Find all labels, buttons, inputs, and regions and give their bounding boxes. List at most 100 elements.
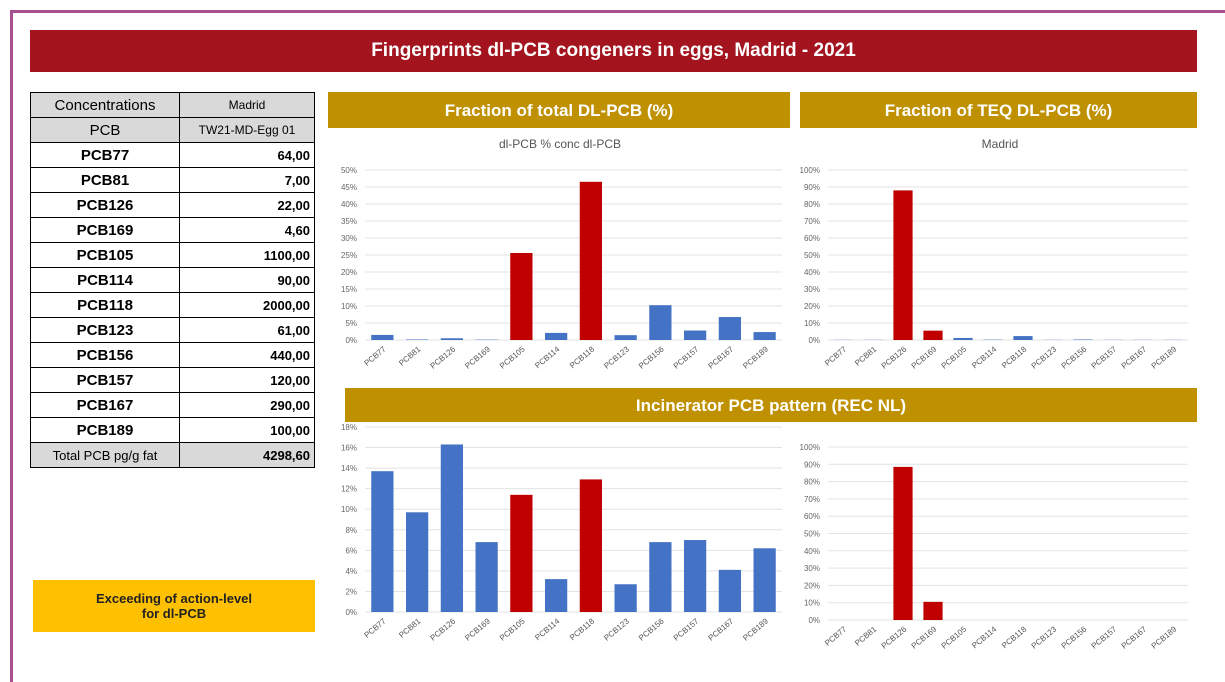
table-cell: PCB157 — [30, 367, 180, 393]
table-cell: Concentrations — [30, 92, 180, 118]
bar — [953, 337, 973, 340]
bar — [545, 332, 568, 340]
bar — [1073, 339, 1093, 340]
x-tick-label: PCB123 — [602, 616, 631, 642]
table-cell: PCB105 — [30, 242, 180, 268]
y-tick-label: 80% — [804, 200, 820, 209]
page-title: Fingerprints dl-PCB congeners in eggs, M… — [30, 30, 1197, 72]
x-tick-label: PCB189 — [1150, 344, 1179, 370]
bar — [440, 338, 463, 340]
y-tick-label: 10% — [804, 599, 820, 608]
y-tick-label: 0% — [345, 336, 357, 345]
x-tick-label: PCB169 — [910, 344, 939, 370]
x-tick-label: PCB157 — [1090, 624, 1119, 650]
x-tick-label: PCB77 — [823, 344, 849, 368]
x-tick-label: PCB157 — [672, 616, 701, 642]
x-tick-label: PCB156 — [637, 344, 666, 370]
x-tick-label: PCB123 — [1030, 344, 1059, 370]
x-tick-label: PCB81 — [853, 344, 879, 368]
y-tick-label: 80% — [804, 478, 820, 487]
y-tick-label: 12% — [341, 485, 357, 494]
bar — [649, 542, 672, 612]
bar — [753, 332, 776, 340]
table-cell: 4298,60 — [179, 442, 315, 468]
y-tick-label: 4% — [345, 567, 357, 576]
y-tick-label: 18% — [341, 423, 357, 432]
y-tick-label: 10% — [341, 302, 357, 311]
x-tick-label: PCB105 — [498, 616, 527, 642]
x-tick-label: PCB189 — [741, 344, 770, 370]
table-cell: Total PCB pg/g fat — [30, 442, 180, 468]
bar — [406, 339, 429, 340]
table-row: PCB157 120,00 — [30, 367, 315, 393]
footer-row: Total PCB pg/g fat 4298,60 — [30, 442, 315, 468]
table-row: PCB167 290,00 — [30, 392, 315, 418]
x-tick-label: PCB156 — [1060, 344, 1089, 370]
x-tick-label: PCB156 — [1060, 624, 1089, 650]
table-row: PCB105 1100,00 — [30, 242, 315, 268]
x-tick-label: PCB167 — [707, 344, 736, 370]
y-tick-label: 50% — [804, 530, 820, 539]
table-cell: TW21-MD-Egg 01 — [179, 117, 315, 143]
x-tick-label: PCB118 — [1000, 624, 1029, 650]
y-tick-label: 100% — [800, 443, 820, 452]
table-row: PCB118 2000,00 — [30, 292, 315, 318]
y-tick-label: 70% — [804, 495, 820, 504]
y-tick-label: 0% — [345, 608, 357, 617]
x-tick-label: PCB167 — [707, 616, 736, 642]
chart-title: Incinerator PCB pattern (REC NL) — [636, 396, 906, 415]
chart-title: Fraction of total DL-PCB (%) — [445, 101, 674, 120]
y-tick-label: 15% — [341, 285, 357, 294]
y-tick-label: 35% — [341, 217, 357, 226]
bar — [684, 330, 707, 340]
x-tick-label: PCB169 — [910, 624, 939, 650]
bar — [923, 601, 943, 620]
y-tick-label: 30% — [341, 234, 357, 243]
note: Exceeding of action-level for dl-PCB — [33, 580, 315, 632]
table-cell: PCB114 — [30, 267, 180, 293]
x-tick-label: PCB114 — [533, 616, 562, 642]
chart-subtitle: dl-PCB % conc dl-PCB — [499, 137, 621, 151]
y-tick-label: 30% — [804, 564, 820, 573]
header-row: PCB TW21-MD-Egg 01 — [30, 117, 315, 143]
y-tick-label: 14% — [341, 464, 357, 473]
y-tick-label: 40% — [804, 547, 820, 556]
bar — [893, 466, 913, 620]
table-cell: PCB126 — [30, 192, 180, 218]
x-tick-label: PCB81 — [397, 616, 423, 640]
x-tick-label: PCB157 — [672, 344, 701, 370]
x-tick-label: PCB126 — [429, 616, 458, 642]
y-tick-label: 20% — [804, 581, 820, 590]
y-tick-label: 20% — [804, 302, 820, 311]
bar — [718, 317, 741, 340]
y-tick-label: 60% — [804, 512, 820, 521]
bar — [475, 542, 498, 612]
x-tick-label: PCB123 — [602, 344, 631, 370]
bar — [614, 335, 637, 340]
bar — [684, 540, 707, 612]
x-tick-label: PCB118 — [568, 616, 597, 642]
y-tick-label: 90% — [804, 460, 820, 469]
x-tick-label: PCB81 — [397, 344, 423, 368]
x-tick-label: PCB118 — [1000, 344, 1029, 370]
y-tick-label: 30% — [804, 285, 820, 294]
concentration-table: Concentrations Madrid PCB TW21-MD-Egg 01 PCB… — [30, 92, 315, 468]
bar — [893, 190, 913, 340]
x-tick-label: PCB77 — [823, 624, 849, 648]
x-tick-label: PCB157 — [1090, 344, 1119, 370]
x-tick-label: PCB189 — [1150, 624, 1179, 650]
bar — [371, 471, 394, 612]
y-tick-label: 45% — [341, 183, 357, 192]
bar — [510, 494, 533, 612]
bar — [440, 444, 463, 612]
bar — [614, 584, 637, 612]
y-tick-label: 0% — [808, 336, 820, 345]
section-banner — [328, 92, 790, 128]
table-cell: 120,00 — [179, 367, 315, 393]
table-row: PCB156 440,00 — [30, 342, 315, 368]
table-cell: PCB77 — [30, 142, 180, 168]
chart-subtitle: Madrid — [982, 137, 1019, 151]
bar — [923, 330, 943, 340]
bar — [649, 305, 672, 340]
